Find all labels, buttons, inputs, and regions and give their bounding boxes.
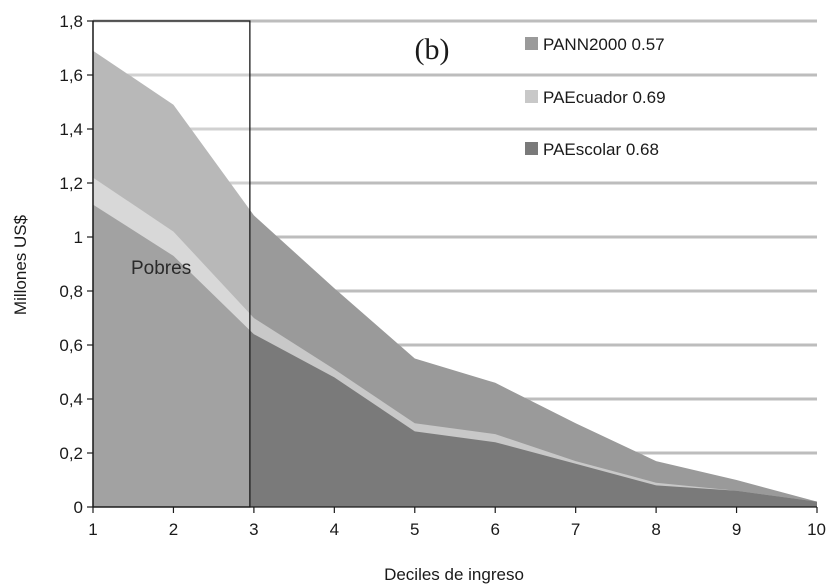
- y-tick-label-1: 0,2: [59, 444, 83, 463]
- x-tick-label-1: 2: [169, 520, 178, 539]
- x-tick-label-2: 3: [249, 520, 258, 539]
- panel-label: (b): [415, 33, 450, 66]
- tick-labels: 0 0,2 0,4 0,6 0,8 1 1,2 1,4 1,6 1,8 1 2 3 4 5 6 7 8 9 10: [59, 12, 826, 539]
- y-tick-label-5: 1: [74, 228, 83, 247]
- legend-label-paescolar: PAEscolar 0.68: [543, 140, 659, 159]
- pobres-region: [92, 20, 251, 508]
- legend-swatch-paecuador: [525, 90, 538, 103]
- y-axis-title: Millones US$: [11, 214, 30, 315]
- x-axis-title: Deciles de ingreso: [384, 565, 524, 584]
- y-tick-label-3: 0,6: [59, 336, 83, 355]
- y-tick-label-6: 1,2: [59, 174, 83, 193]
- legend-swatch-pann2000: [525, 37, 538, 50]
- x-tick-label-7: 8: [651, 520, 660, 539]
- y-tick-label-9: 1,8: [59, 12, 83, 31]
- area-series: [93, 50, 817, 507]
- legend-label-pann2000: PANN2000 0.57: [543, 35, 665, 54]
- x-tick-label-8: 9: [732, 520, 741, 539]
- x-tick-label-6: 7: [571, 520, 580, 539]
- y-tick-label-4: 0,8: [59, 282, 83, 301]
- x-tick-label-9: 10: [807, 520, 826, 539]
- pobres-label: Pobres: [131, 258, 191, 279]
- legend-label-paecuador: PAEcuador 0.69: [543, 88, 666, 107]
- x-tick-label-5: 6: [490, 520, 499, 539]
- x-tick-label-0: 1: [88, 520, 97, 539]
- y-tick-label-8: 1,6: [59, 66, 83, 85]
- y-tick-label-7: 1,4: [59, 120, 83, 139]
- pobres-region-box: [92, 20, 251, 508]
- x-tick-label-4: 5: [410, 520, 419, 539]
- y-tick-label-2: 0,4: [59, 390, 83, 409]
- axes: [87, 20, 818, 513]
- legend-item-paescolar: PAEscolar 0.68: [525, 140, 659, 159]
- area-series-2: [93, 204, 817, 507]
- y-tick-label-0: 0: [74, 498, 83, 517]
- legend: PANN2000 0.57 PAEcuador 0.69 PAEscolar 0…: [525, 35, 666, 159]
- legend-item-pann2000: PANN2000 0.57: [525, 35, 665, 54]
- legend-item-paecuador: PAEcuador 0.69: [525, 88, 666, 107]
- legend-swatch-paescolar: [525, 142, 538, 155]
- x-tick-label-3: 4: [330, 520, 339, 539]
